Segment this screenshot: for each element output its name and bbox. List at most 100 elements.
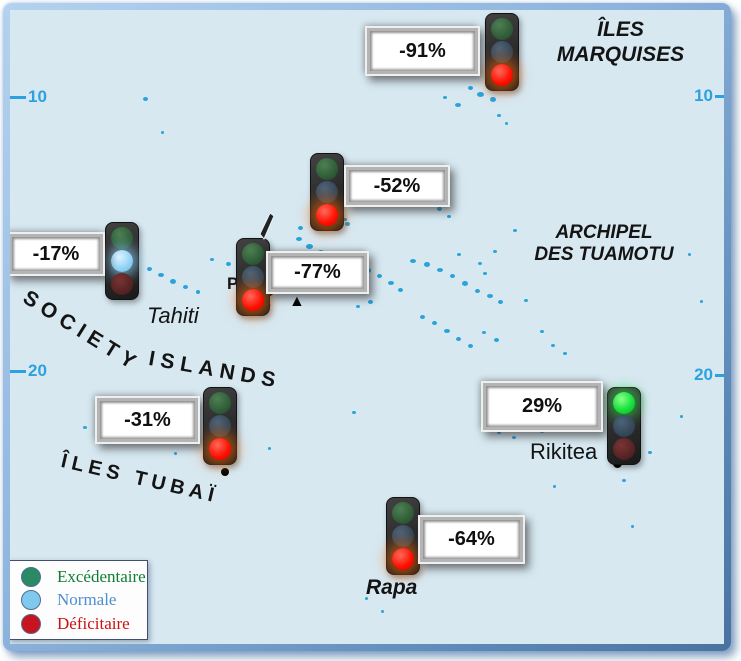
green-bulb <box>111 227 133 249</box>
place-label-rikitea: Rikitea <box>530 439 598 464</box>
island-dot <box>493 250 497 253</box>
latitude-tick-left: 10 <box>10 87 47 107</box>
red-bulb <box>111 273 133 295</box>
green-bulb <box>392 502 414 524</box>
island-dot <box>444 329 450 333</box>
red-bulb-lit <box>242 289 264 311</box>
island-dot <box>377 274 382 278</box>
island-dot <box>648 451 652 454</box>
region-label-iles-marquises: ÎLES MARQUISES <box>556 18 685 66</box>
legend-label: Normale <box>57 590 117 609</box>
green-bulb-lit <box>613 392 635 414</box>
island-dot <box>352 411 356 414</box>
legend-item-deficitaire: Déficitaire <box>10 613 147 634</box>
island-dot <box>424 262 430 267</box>
island-dot <box>420 315 425 319</box>
island-dot <box>210 258 214 261</box>
island-dot <box>563 352 567 355</box>
red-bulb <box>613 438 635 460</box>
map-frame: 10 20 10 20 ÎLES MARQUISES ARCHIPEL DES TUAMO… <box>3 3 731 651</box>
island-dot <box>443 96 447 99</box>
island-dot <box>306 244 313 249</box>
island-dot <box>161 131 164 134</box>
island-dot <box>296 237 302 241</box>
traffic-light-rapa <box>386 497 420 575</box>
island-dot <box>468 344 473 348</box>
legend-item-normale: Normale <box>10 590 147 610</box>
green-bulb <box>491 18 513 40</box>
island-dot <box>468 86 473 90</box>
tick-dash <box>10 95 26 99</box>
tick-label: 20 <box>694 365 713 384</box>
island-dot <box>490 97 496 102</box>
green-bulb <box>316 158 338 180</box>
island-dot <box>688 253 691 256</box>
island-dot <box>365 597 368 600</box>
polynesia-map: 10 20 10 20 ÎLES MARQUISES ARCHIPEL DES TUAMO… <box>10 10 724 644</box>
green-bulb <box>242 243 264 265</box>
island-dot <box>298 226 303 230</box>
rainfall-value-box-tubai: -31% <box>95 396 200 444</box>
legend-label: Excédentaire <box>57 566 146 586</box>
place-label-rapa: Rapa <box>366 576 418 599</box>
traffic-light-society-ouest <box>105 222 139 300</box>
rainfall-value-box-rapa: -64% <box>418 515 525 564</box>
island-dot <box>700 300 703 303</box>
traffic-light-tahiti <box>236 238 270 316</box>
island-dot <box>437 207 442 211</box>
island-dot <box>631 525 634 528</box>
latitude-tick-right: 20 <box>694 365 724 385</box>
legend: Excédentaire Normale Déficitaire <box>10 560 148 640</box>
cursor-arrow-icon <box>259 213 275 240</box>
red-bulb-lit <box>316 204 338 226</box>
latitude-tick-left: 20 <box>10 361 47 381</box>
legend-dot-excedentaire <box>21 566 41 587</box>
island-dot <box>477 92 484 97</box>
rainfall-value: 29% <box>521 395 563 417</box>
island-dot <box>318 250 324 254</box>
island-dot <box>512 436 516 439</box>
blue-bulb <box>209 415 231 437</box>
island-dot <box>586 452 590 455</box>
traffic-light-tuamotu-nord-ouest <box>310 153 344 231</box>
island-dot <box>174 452 177 455</box>
red-bulb-lit <box>392 548 414 570</box>
blue-bulb <box>491 41 513 63</box>
island-dot <box>410 259 416 263</box>
rainfall-value: -77% <box>294 261 341 283</box>
island-dot <box>447 215 451 218</box>
tick-dash <box>715 373 724 377</box>
latitude-tick-right: 10 <box>694 86 724 106</box>
island-dot <box>268 447 271 450</box>
blue-bulb <box>392 525 414 547</box>
tick-label: 10 <box>28 87 47 106</box>
island-dot <box>513 229 517 232</box>
island-dot <box>494 338 499 342</box>
rainfall-value: -64% <box>448 528 495 550</box>
island-dot <box>158 273 164 277</box>
island-dot <box>365 268 371 273</box>
town-dot <box>221 468 229 476</box>
island-dot <box>83 426 87 429</box>
red-bulb-lit <box>491 64 513 86</box>
island-dot <box>483 272 487 275</box>
island-dot <box>170 279 176 284</box>
island-dot <box>482 331 486 334</box>
island-dot <box>524 299 528 302</box>
island-dot <box>553 485 556 488</box>
island-dot <box>540 330 544 333</box>
legend-item-excedentaire: Excédentaire <box>10 566 147 587</box>
island-dot <box>551 344 555 347</box>
island-dot <box>540 430 544 433</box>
blue-bulb <box>242 266 264 288</box>
island-dot <box>456 337 461 341</box>
island-dot <box>505 122 508 125</box>
island-dot <box>462 281 468 286</box>
traffic-light-marquises <box>485 13 519 91</box>
island-dot <box>457 253 461 256</box>
green-bulb <box>209 392 231 414</box>
red-bulb-lit <box>209 438 231 460</box>
island-dot <box>432 321 437 325</box>
legend-label: Déficitaire <box>57 613 130 633</box>
island-dot <box>437 268 443 272</box>
